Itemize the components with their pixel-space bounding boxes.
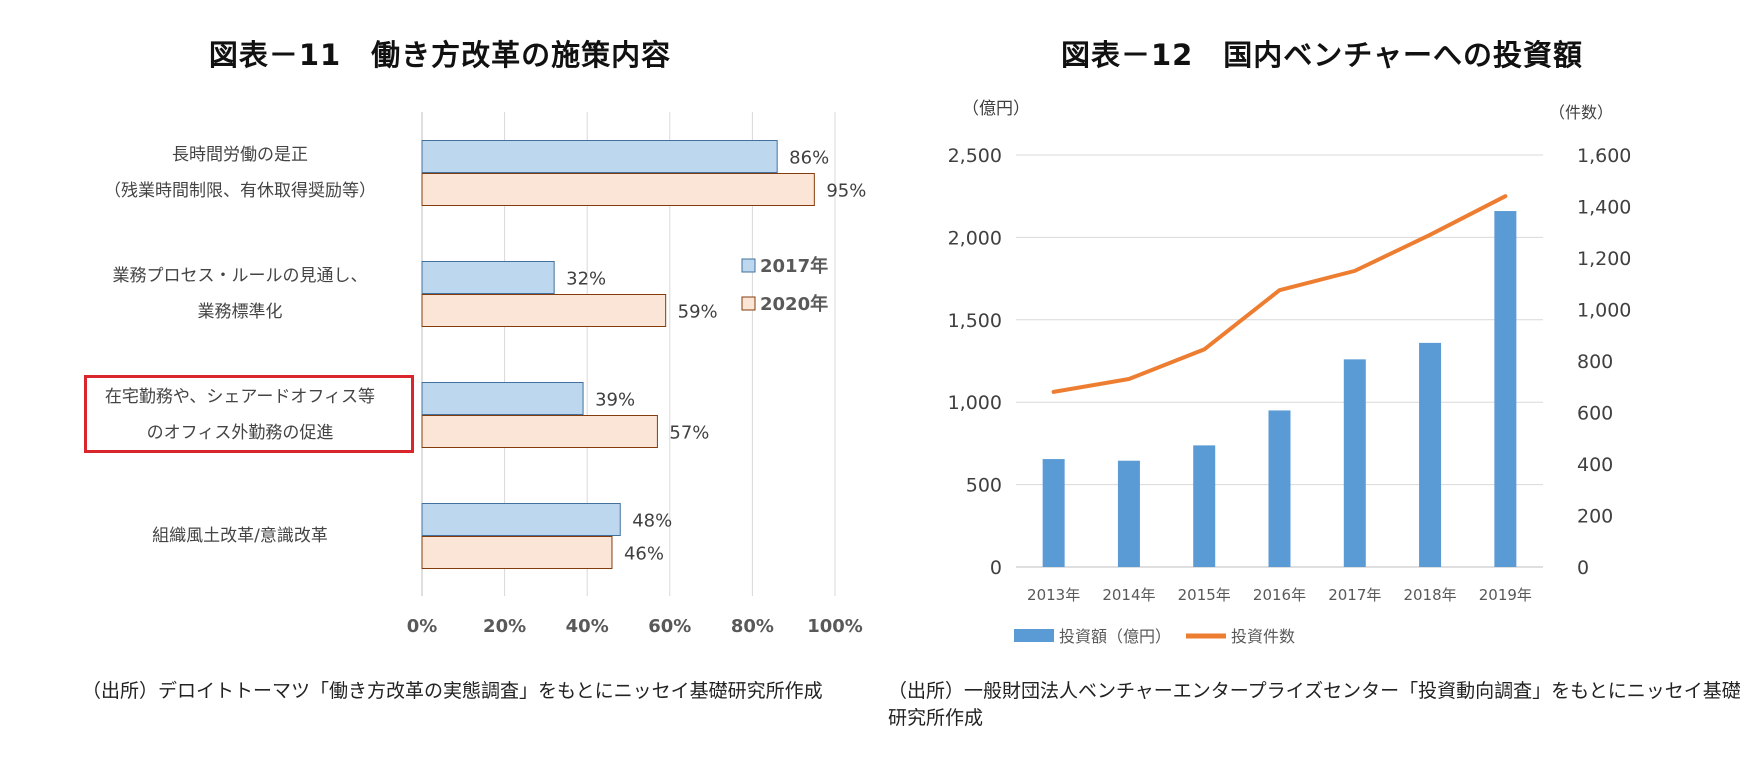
data-label: 86% [789, 148, 829, 169]
category-label: 長時間労働の是正 （残業時間制限、有休取得奨励等） [70, 137, 410, 209]
bar-2020年 [421, 173, 815, 206]
right-chart-panel: 図表－12 国内ベンチャーへの投資額 （億円） （件数） 0 500 1,000 1,50… [880, 0, 1764, 760]
y-right-tick-label: 0 [1577, 557, 1589, 579]
legend-label: 2020年 [760, 293, 828, 315]
y-left-tick-label: 0 [990, 557, 1002, 579]
y-right-tick-label: 1,600 [1577, 145, 1631, 167]
x-tick-label: 2013年 [1027, 586, 1080, 604]
data-label: 39% [595, 390, 635, 411]
x-tick-label: 60% [648, 616, 691, 637]
legend-swatch [741, 258, 756, 273]
x-tick-label: 2015年 [1178, 586, 1231, 604]
category-label-line: 業務標準化 [197, 302, 283, 322]
y-right-tick-label: 600 [1577, 403, 1613, 425]
right-chart-title: 図表－12 国内ベンチャーへの投資額 [1060, 38, 1584, 72]
legend-swatch [741, 296, 756, 311]
bar-invest-amount [1117, 460, 1140, 567]
x-tick-label: 80% [731, 616, 774, 637]
x-tick-label: 20% [483, 616, 526, 637]
x-tick-label: 2016年 [1253, 586, 1306, 604]
x-tick-label: 2018年 [1403, 586, 1456, 604]
x-tick-label: 40% [566, 616, 609, 637]
category-label-line: （残業時間制限、有休取得奨励等） [104, 181, 376, 201]
y-right-tick-label: 800 [1577, 351, 1613, 373]
y-left-tick-label: 1,000 [948, 392, 1002, 414]
data-label: 59% [678, 302, 718, 323]
bar-2017年 [421, 382, 584, 415]
bar-2020年 [421, 294, 667, 327]
y-left-tick-label: 1,500 [948, 310, 1002, 332]
y-right-tick-label: 400 [1577, 454, 1613, 476]
legend-label: 投資額（億円） [1059, 627, 1171, 646]
x-tick-label: 0% [407, 616, 438, 637]
y-right-tick-label: 200 [1577, 506, 1613, 528]
x-tick-label: 2017年 [1328, 586, 1381, 604]
category-label-line: 業務プロセス・ルールの見通し、 [112, 266, 368, 286]
category-label: 業務プロセス・ルールの見通し、 業務標準化 [70, 258, 410, 330]
left-chart-svg: 0% 20% 40% 60% 80% 100% 86% 95% 32% 59% 39% 57% 48% 4… [407, 112, 866, 637]
category-label-line: 在宅勤務や、シェアードオフィス等 [104, 387, 376, 407]
bar-2020年 [421, 536, 613, 569]
data-label: 48% [632, 511, 672, 532]
left-chart-source: （出所）デロイトトーマツ「働き方改革の実態調査」をもとにニッセイ基礎研究所作成 [82, 680, 823, 702]
category-label-line: 組織風土改革/意識改革 [152, 526, 328, 546]
x-tick-label: 2019年 [1479, 586, 1532, 604]
category-label: 在宅勤務や、シェアードオフィス等 のオフィス外勤務の促進 [70, 379, 410, 451]
data-label: 32% [566, 269, 606, 290]
category-label-line: 長時間労働の是正 [172, 145, 308, 165]
y-left-tick-label: 2,500 [948, 145, 1002, 167]
legend-swatch-bar [1014, 629, 1054, 642]
line-invest-count [1051, 194, 1508, 394]
y-right-label: （件数） [1549, 103, 1613, 122]
highlight-box [84, 375, 414, 453]
bar-invest-amount [1193, 445, 1216, 567]
y-left-tick-label: 2,000 [948, 227, 1002, 249]
bar-2017年 [421, 261, 555, 294]
y-left-label: （億円） [962, 99, 1030, 119]
x-tick-label: 2014年 [1102, 586, 1155, 604]
bar-invest-amount [1268, 410, 1291, 567]
left-chart-panel: 図表－11 働き方改革の施策内容 0% 20% 40% 60% 80% 100% 86% 95… [0, 0, 880, 760]
data-label: 46% [624, 544, 664, 565]
data-label: 95% [826, 181, 866, 202]
y-right-tick-label: 1,000 [1577, 300, 1631, 322]
bar-invest-amount [1343, 359, 1366, 567]
bar-invest-amount [1419, 342, 1442, 567]
bar-invest-amount [1042, 459, 1065, 567]
right-chart-source: （出所）一般財団法人ベンチャーエンタープライズセンター「投資動向調査」をもとにニ… [888, 680, 1741, 729]
data-label: 57% [669, 423, 709, 444]
bar-invest-amount [1494, 211, 1517, 568]
bar-2020年 [421, 415, 658, 448]
x-tick-label: 100% [807, 616, 863, 637]
category-label-line: のオフィス外勤務の促進 [146, 423, 334, 443]
bar-2017年 [421, 140, 778, 173]
left-chart-title: 図表－11 働き方改革の施策内容 [208, 38, 672, 72]
bar-2017年 [421, 503, 621, 536]
legend-label: 2017年 [760, 255, 828, 277]
y-left-tick-label: 500 [966, 475, 1002, 497]
legend-label: 投資件数 [1231, 627, 1295, 646]
category-label: 組織風土改革/意識改革 [70, 518, 410, 554]
y-right-tick-label: 1,200 [1577, 248, 1631, 270]
y-right-tick-label: 1,400 [1577, 197, 1631, 219]
right-chart-svg: （億円） （件数） 0 500 1,000 1,500 2,000 2,500 0 200 400 6… [948, 99, 1632, 646]
